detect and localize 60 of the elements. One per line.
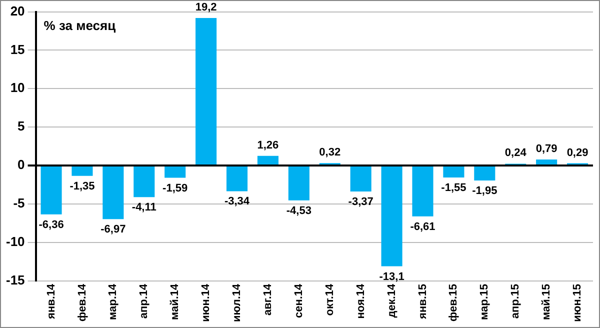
x-tick-label: июн.14 (200, 282, 212, 322)
x-tick-label: ноя.14 (354, 282, 367, 319)
data-label: -3,37 (348, 196, 374, 208)
data-label: -6,97 (100, 224, 126, 236)
bar (72, 166, 93, 176)
x-tick-label: авг.14 (262, 282, 274, 316)
data-label: 19,2 (195, 1, 217, 14)
x-tick-label: фев.15 (448, 284, 460, 322)
bar (40, 166, 62, 214)
y-tick-label: 5 (18, 118, 25, 134)
bar (196, 18, 217, 165)
data-label: -1,59 (162, 182, 188, 194)
data-label: -3,34 (224, 196, 250, 208)
data-label: -4,53 (286, 204, 312, 217)
bar (164, 166, 186, 178)
data-label: -1,55 (441, 182, 466, 194)
bar (536, 159, 558, 165)
y-tick-label: 20 (10, 3, 25, 18)
data-label: 0,32 (319, 146, 341, 159)
data-label: 0,29 (566, 146, 588, 159)
x-tick-label: окт.14 (324, 282, 336, 316)
x-tick-label: май.14 (169, 282, 182, 320)
y-tick-label: 15 (10, 42, 25, 57)
data-label: 0,79 (536, 142, 558, 155)
x-tick-label: дек.14 (386, 282, 398, 318)
x-tick-label: янв.15 (416, 284, 429, 319)
x-tick-label: апр.15 (510, 284, 522, 319)
bar (257, 156, 278, 165)
bar (288, 166, 310, 200)
bar (226, 166, 248, 192)
x-tick-label: фев.14 (76, 282, 88, 322)
data-label: 1,26 (257, 139, 279, 152)
x-tick-label: мар.15 (478, 284, 491, 320)
data-label: -1,95 (472, 185, 498, 198)
bar (381, 166, 402, 266)
bar (350, 166, 372, 192)
x-tick-label: июн.15 (572, 284, 584, 322)
data-label: -6,36 (38, 218, 64, 231)
x-tick-label: май.15 (540, 284, 553, 320)
y-tick-label: -10 (6, 234, 25, 249)
y-tick-label: -15 (6, 272, 25, 288)
bar (102, 166, 124, 220)
data-label: -4,11 (132, 202, 156, 214)
data-label: 0,24 (504, 147, 528, 160)
x-tick-label: мар.14 (107, 282, 120, 320)
bar (134, 166, 155, 198)
x-tick-label: янв.14 (45, 282, 58, 319)
y-axis-title: % за месяц (44, 18, 116, 33)
bar (443, 166, 464, 178)
data-label: -13,1 (379, 270, 404, 283)
y-tick-label: 10 (10, 80, 25, 96)
y-tick-label: -5 (13, 196, 25, 211)
y-tick-label: 0 (18, 157, 25, 172)
bar (474, 166, 496, 181)
bar (412, 166, 434, 216)
x-tick-label: сен.14 (292, 282, 305, 318)
data-label: -6,61 (410, 220, 436, 233)
x-tick-label: апр.14 (138, 282, 150, 319)
x-tick-label: июл.14 (231, 282, 244, 322)
data-label: -1,35 (70, 180, 95, 192)
